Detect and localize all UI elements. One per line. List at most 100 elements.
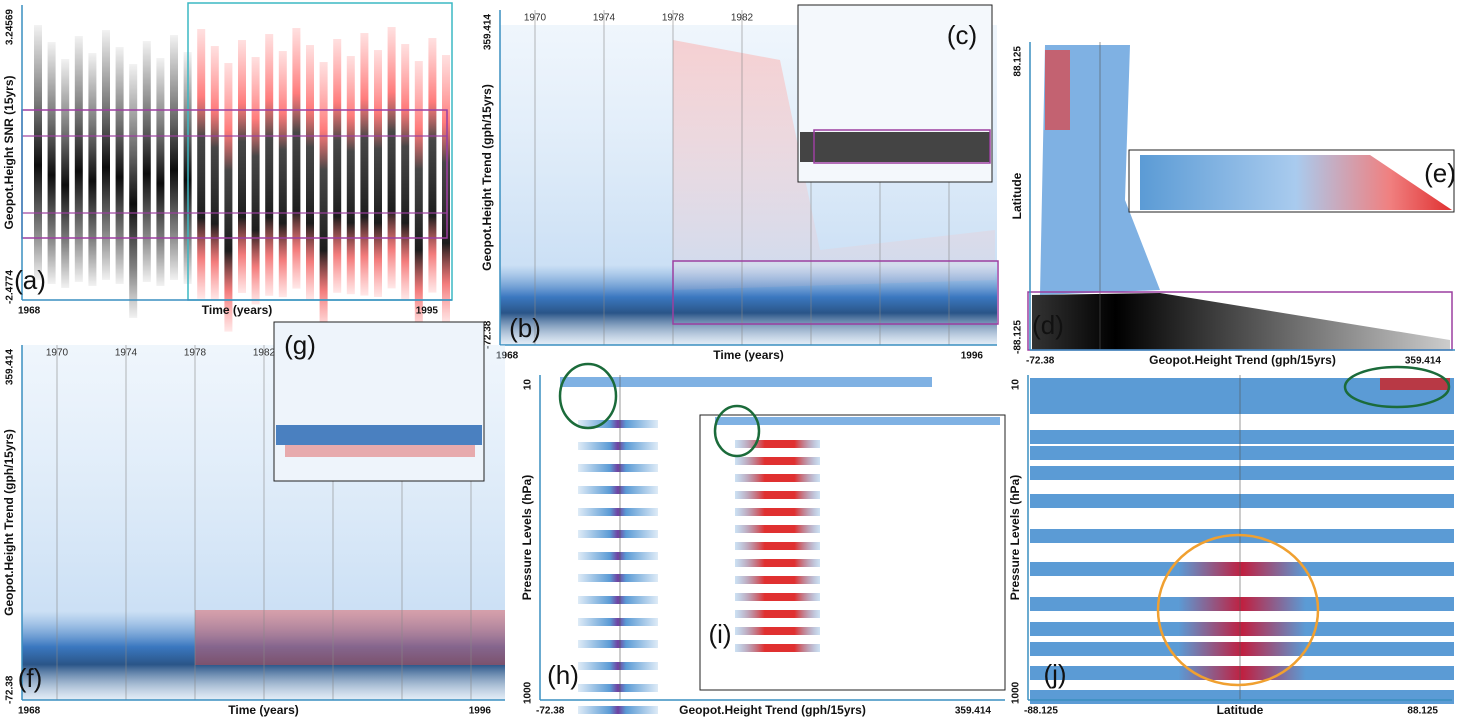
- panel-label: (f): [18, 663, 43, 693]
- bar-stack: [306, 45, 314, 300]
- year-label: 1974: [115, 348, 138, 359]
- level-bar: [735, 559, 820, 567]
- level-stripe: [1030, 666, 1454, 680]
- bar-stack: [374, 50, 382, 297]
- bar-stack: [115, 47, 124, 284]
- y-bottom-label: -2.4774: [5, 270, 16, 304]
- bar-stack: [47, 42, 56, 284]
- x-right-label: 359.414: [1405, 356, 1442, 367]
- bar-stack: [170, 35, 178, 280]
- y-top-label: 359.414: [5, 349, 16, 386]
- y-title: Pressure Levels (hPa): [1008, 475, 1022, 600]
- x-right-label: 1996: [469, 706, 492, 717]
- level-bar: [578, 420, 658, 428]
- highlight: [1343, 365, 1451, 409]
- y-bottom-label: 1000: [1011, 681, 1022, 704]
- inset-wedge: [1140, 155, 1452, 210]
- y-bottom-label: -72.38: [483, 320, 494, 349]
- inset-band: [276, 425, 482, 445]
- bar-stack: [34, 25, 42, 280]
- panel-label: (j): [1043, 659, 1066, 689]
- level-bar: [578, 706, 658, 714]
- level-bar: [578, 508, 658, 516]
- level-stripe: [1030, 622, 1454, 636]
- bar-stack: [142, 41, 151, 282]
- x-left-label: -88.125: [1024, 706, 1058, 717]
- y-title: Geopot.Height Trend (gph/15yrs): [2, 429, 16, 616]
- level-bar: [578, 640, 658, 648]
- x-title: Time (years): [202, 303, 272, 317]
- level-stripe: [1030, 597, 1454, 611]
- y-top-label: 10: [523, 379, 534, 391]
- bar-stack: [251, 57, 260, 305]
- level-bar: [735, 593, 820, 601]
- highlight: [1156, 533, 1320, 687]
- x-title: Geopot.Height Trend (gph/15yrs): [679, 703, 866, 717]
- selection-box: [813, 129, 991, 164]
- level-bar: [735, 627, 820, 635]
- level-bar: [578, 552, 658, 560]
- y-title: Geopot.Height Trend (gph/15yrs): [480, 84, 494, 271]
- bar-stack: [224, 63, 233, 332]
- x-right-label: 1996: [961, 351, 984, 362]
- bar-stack: [278, 51, 287, 298]
- level-bar: [578, 596, 658, 604]
- year-label: 1978: [184, 348, 207, 359]
- level-bar: [735, 440, 820, 448]
- panel-label: (d): [1032, 310, 1064, 340]
- bar-stack: [401, 44, 410, 300]
- level-bar: [578, 486, 658, 494]
- level-stripe: [1030, 430, 1454, 444]
- bar-stack: [210, 46, 219, 301]
- x-title: Time (years): [713, 348, 783, 362]
- y-top-label: 88.125: [1013, 46, 1024, 77]
- top-bar: [560, 377, 932, 387]
- highlight: [558, 362, 618, 430]
- panel-label: (h): [547, 660, 579, 690]
- level-bar: [735, 457, 820, 465]
- year-label: 1974: [593, 13, 616, 24]
- bar-stack: [197, 29, 206, 299]
- y-title: Latitude: [1010, 172, 1024, 219]
- year-label: 1970: [46, 348, 69, 359]
- level-bar: [578, 530, 658, 538]
- bar-stack: [387, 27, 396, 289]
- selection-box: [21, 109, 448, 239]
- level-bar: [735, 542, 820, 550]
- top-bar: [715, 417, 1000, 425]
- y-bottom-label: -88.125: [1013, 320, 1024, 354]
- inset-band: [800, 132, 990, 162]
- y-title: Geopot.Height SNR (15yrs): [2, 75, 16, 229]
- level-bar: [735, 644, 820, 652]
- highlight: [713, 404, 761, 458]
- bar-stack: [428, 38, 437, 293]
- level-bar: [735, 474, 820, 482]
- y-bottom-label: 1000: [523, 681, 534, 704]
- x-title: Geopot.Height Trend (gph/15yrs): [1149, 353, 1336, 367]
- x-right-label: 359.414: [955, 706, 992, 717]
- red-streak: [1045, 50, 1070, 130]
- bar-stack: [88, 53, 97, 286]
- bar-stack: [333, 39, 342, 293]
- panel-label: (a): [14, 265, 46, 295]
- x-left-label: -72.38: [536, 706, 565, 717]
- bar-stack: [360, 33, 369, 296]
- level-stripe: [1030, 466, 1454, 480]
- x-right-label: 1995: [416, 306, 439, 317]
- bar-stack: [102, 30, 110, 280]
- inset-label: (i): [708, 619, 731, 649]
- inset-label: (e): [1424, 158, 1456, 188]
- bar-stack: [61, 59, 70, 288]
- y-top-label: 10: [1011, 379, 1022, 391]
- bar-stack: [156, 58, 165, 286]
- level-stripe: [1030, 690, 1454, 704]
- bar-stack: [319, 62, 328, 332]
- bar-stack: [292, 28, 301, 289]
- level-bar: [578, 464, 658, 472]
- level-stripe: [1030, 562, 1454, 576]
- level-stripe: [1030, 446, 1454, 460]
- gray-wedge: [1032, 293, 1450, 350]
- red-band: [195, 610, 505, 665]
- bar-stack: [442, 55, 450, 324]
- level-bar: [735, 610, 820, 618]
